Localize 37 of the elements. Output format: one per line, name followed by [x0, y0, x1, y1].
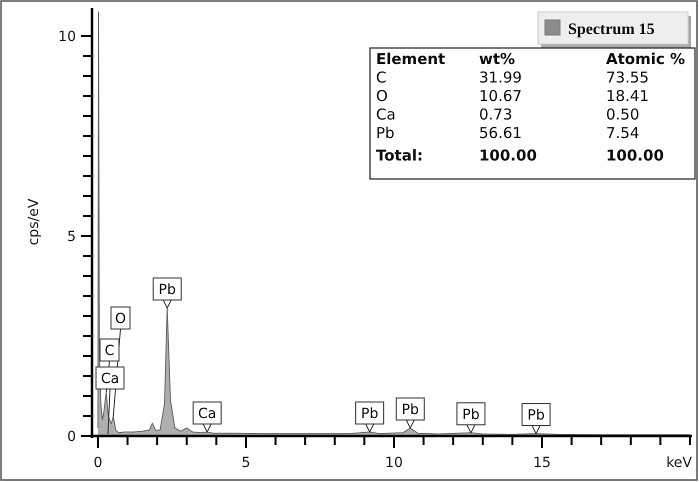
annotation: wt%	[479, 50, 516, 68]
legend-label: Spectrum 15	[568, 21, 655, 38]
annotation: 0.73	[479, 106, 512, 124]
annotation: Ca	[376, 106, 396, 124]
annotation: Element	[376, 50, 446, 68]
annotation: C	[376, 68, 386, 86]
x-axis-title: keV	[666, 455, 692, 471]
annotation: Pb	[376, 124, 395, 142]
x-tick-label: 5	[241, 455, 250, 471]
annotation: 31.99	[479, 68, 522, 86]
annotation: 18.41	[606, 87, 649, 105]
annotation: O	[114, 311, 126, 327]
y-axis-title: cps/eV	[26, 198, 42, 246]
annotation: 10.67	[479, 87, 522, 105]
annotation: 7.54	[606, 124, 640, 142]
y-tick-label: 0	[67, 429, 76, 445]
annotation: Pb	[527, 408, 545, 424]
annotation: 100.00	[606, 146, 664, 164]
x-tick-label: 10	[385, 455, 403, 471]
annotation: O	[376, 87, 388, 105]
annotation: Pb	[402, 402, 420, 418]
annotation: 56.61	[479, 124, 522, 142]
annotation: 73.55	[606, 68, 649, 86]
annotation: 100.00	[479, 146, 537, 164]
y-tick-label: 10	[58, 29, 76, 45]
x-tick-label: 0	[93, 455, 102, 471]
y-tick-label: 5	[67, 229, 76, 245]
annotation: Pb	[361, 406, 378, 422]
annotation: Total:	[376, 146, 423, 164]
annotation: Ca	[198, 406, 216, 422]
annotation: C	[104, 343, 115, 359]
annotation: 0.50	[606, 106, 640, 124]
annotation: Pb	[462, 406, 480, 423]
x-tick-label: 15	[533, 455, 551, 471]
annotation: Pb	[158, 282, 176, 298]
annotation: Ca	[100, 371, 120, 387]
annotation: Atomic %	[606, 50, 685, 68]
